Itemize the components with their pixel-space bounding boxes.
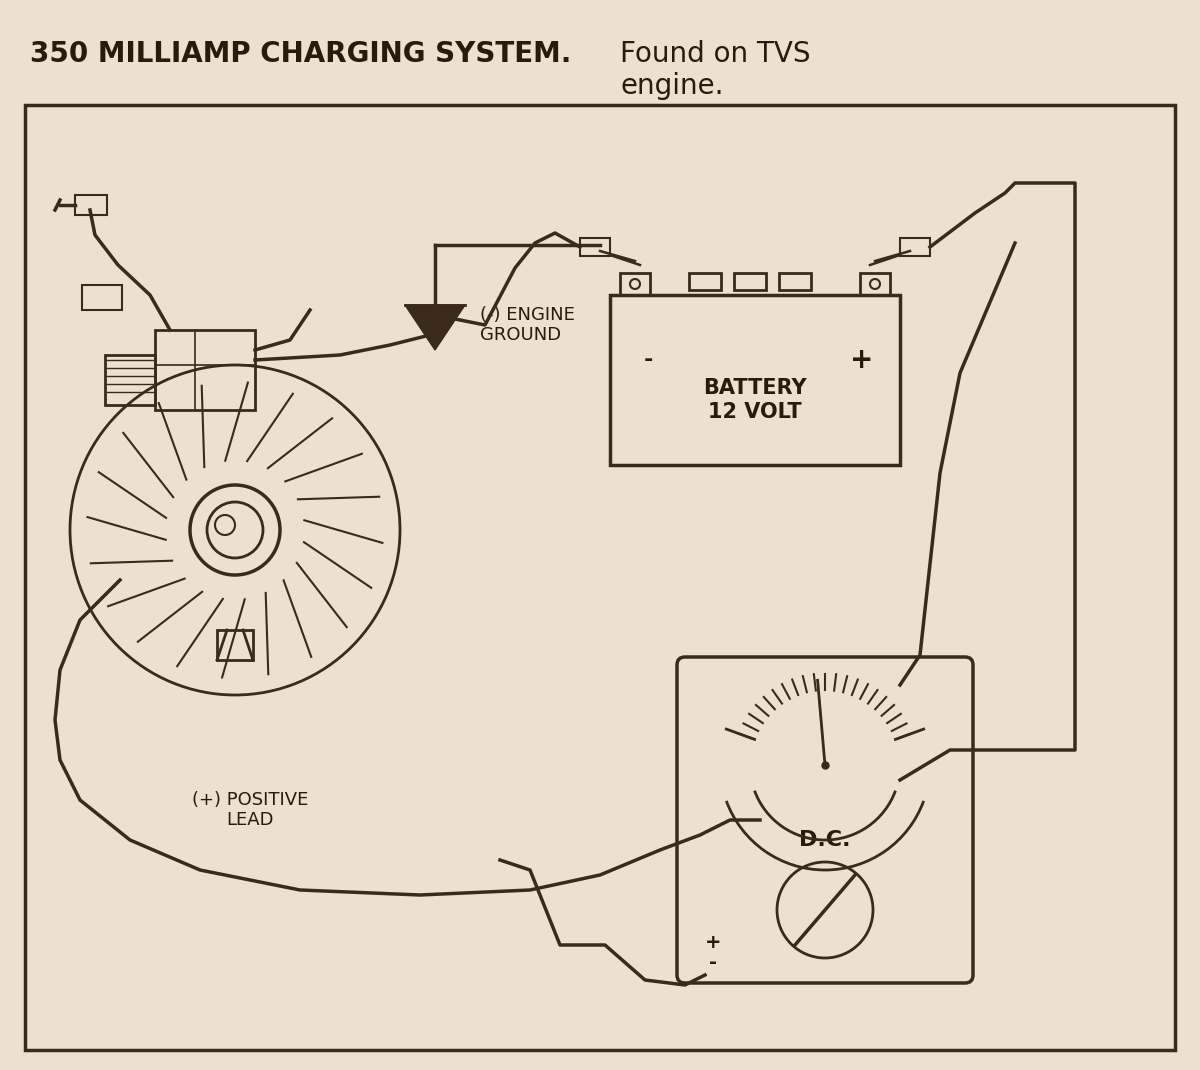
Bar: [620, 273, 650, 295]
Bar: [580, 238, 610, 256]
Text: -: -: [643, 350, 653, 370]
Text: D.C.: D.C.: [799, 830, 851, 850]
Text: +: +: [851, 346, 874, 374]
Text: BATTERY
12 VOLT: BATTERY 12 VOLT: [703, 379, 806, 422]
Text: (+) POSITIVE
LEAD: (+) POSITIVE LEAD: [192, 791, 308, 829]
Bar: [155, 330, 256, 410]
Text: 350 MILLIAMP CHARGING SYSTEM.: 350 MILLIAMP CHARGING SYSTEM.: [30, 40, 571, 68]
Bar: [860, 273, 890, 295]
Bar: [689, 273, 721, 290]
Bar: [900, 238, 930, 256]
Bar: [610, 295, 900, 465]
Bar: [25, 105, 1175, 1050]
Bar: [734, 273, 766, 290]
Bar: [74, 195, 107, 215]
Text: Found on TVS
engine.: Found on TVS engine.: [620, 40, 810, 101]
Text: -: -: [709, 953, 718, 972]
Polygon shape: [406, 305, 466, 350]
Bar: [106, 355, 155, 406]
Text: +: +: [704, 933, 721, 952]
Text: (-) ENGINE
GROUND: (-) ENGINE GROUND: [480, 306, 575, 345]
Bar: [779, 273, 811, 290]
Bar: [82, 285, 122, 310]
Bar: [217, 630, 253, 660]
